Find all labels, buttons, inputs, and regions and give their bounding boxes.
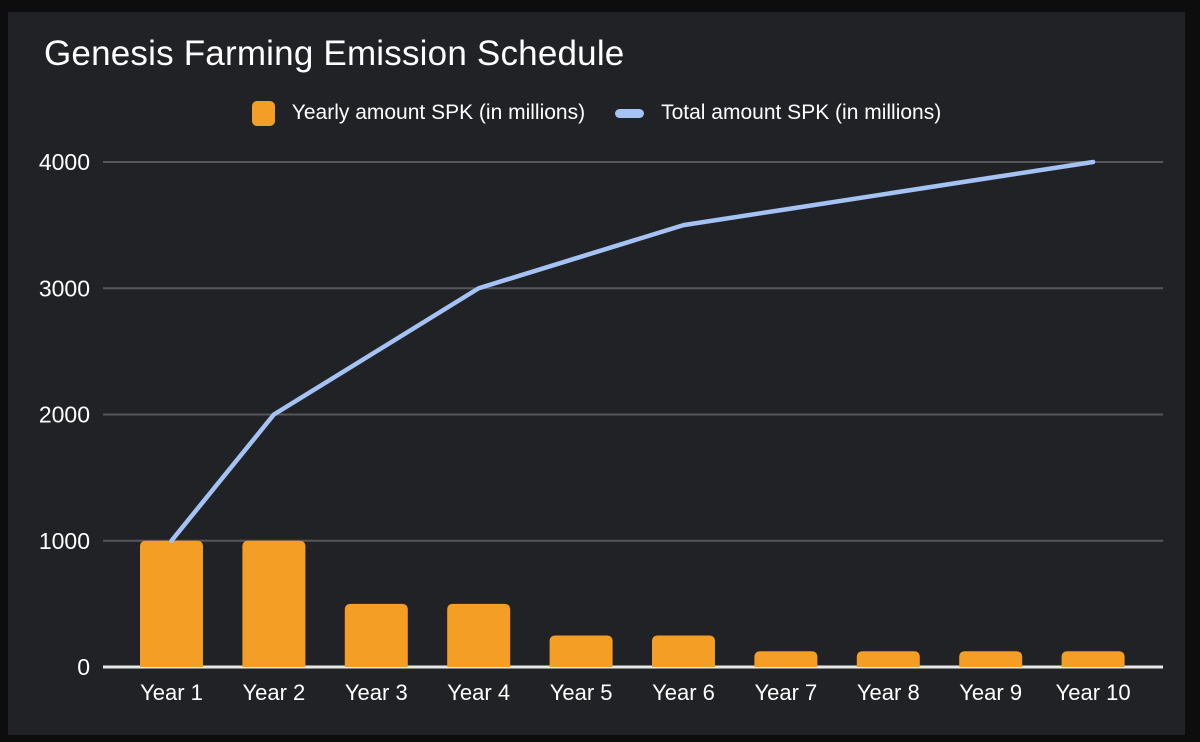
- x-axis-tick-label: Year 4: [447, 680, 510, 705]
- chart-legend: Yearly amount SPK (in millions) Total am…: [8, 98, 1185, 128]
- y-axis-tick-label: 4000: [39, 149, 90, 175]
- bar: [242, 540, 306, 667]
- y-axis-tick-label: 2000: [39, 402, 90, 428]
- bar: [344, 603, 408, 667]
- y-axis-tick-label: 0: [77, 654, 90, 680]
- y-axis-tick-label: 3000: [39, 275, 90, 301]
- bar: [856, 651, 920, 667]
- x-axis-tick-label: Year 5: [550, 680, 613, 705]
- bar: [447, 603, 511, 667]
- x-axis-tick-label: Year 9: [959, 680, 1022, 705]
- x-axis-tick-label: Year 2: [242, 680, 305, 705]
- bar: [959, 651, 1023, 667]
- line-series-swatch-icon: [615, 108, 645, 118]
- legend-item-total: Total amount SPK (in millions): [615, 101, 941, 125]
- bar: [754, 651, 818, 667]
- x-axis-tick-label: Year 3: [345, 680, 408, 705]
- legend-label-yearly: Yearly amount SPK (in millions): [291, 101, 586, 124]
- total-line: [169, 159, 1096, 543]
- legend-item-yearly: Yearly amount SPK (in millions): [251, 100, 586, 126]
- x-axis-tick-label: Year 10: [1056, 680, 1131, 705]
- plot-area: 0 1000 2000 3000 4000 Year 1 Year 2 Year 3 Year …: [39, 149, 1163, 705]
- legend-label-total: Total amount SPK (in millions): [661, 101, 942, 124]
- chart-title: Genesis Farming Emission Schedule: [44, 34, 625, 73]
- x-axis-tick-label: Year 1: [140, 680, 203, 705]
- x-axis-tick-label: Year 6: [652, 680, 715, 705]
- x-axis-tick-label: Year 7: [754, 680, 817, 705]
- bar-series-swatch-icon: [251, 100, 275, 126]
- x-axis-tick-label: Year 8: [857, 680, 920, 705]
- bar: [549, 635, 613, 667]
- bar: [652, 635, 715, 667]
- bar: [1061, 651, 1125, 667]
- chart-panel: 0 1000 2000 3000 4000 Year 1 Year 2 Year 3 Year …: [8, 12, 1185, 735]
- y-axis-tick-label: 1000: [39, 528, 90, 554]
- bar: [140, 540, 203, 667]
